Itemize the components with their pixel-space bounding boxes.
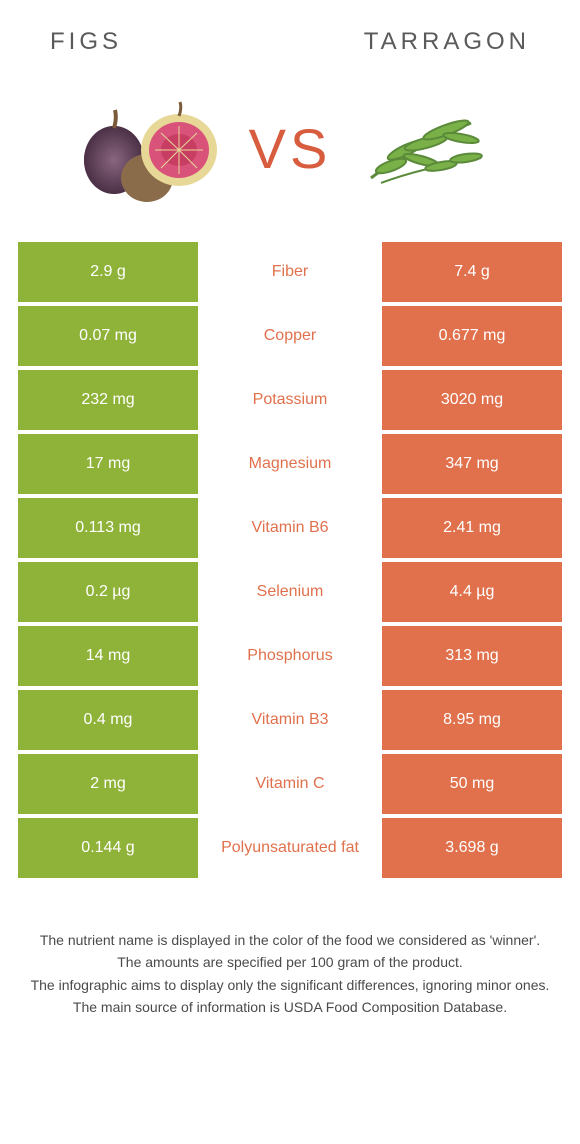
- footer-line: The nutrient name is displayed in the co…: [30, 930, 550, 950]
- nutrient-label: Potassium: [198, 370, 382, 430]
- table-row: 0.2 µgSelenium4.4 µg: [18, 562, 562, 622]
- value-right: 8.95 mg: [382, 690, 562, 750]
- table-row: 2 mgVitamin C50 mg: [18, 754, 562, 814]
- title-left: FIGS: [50, 28, 122, 56]
- value-right: 313 mg: [382, 626, 562, 686]
- value-right: 2.41 mg: [382, 498, 562, 558]
- value-right: 3.698 g: [382, 818, 562, 878]
- table-row: 0.113 mgVitamin B62.41 mg: [18, 498, 562, 558]
- vs-label: VS: [249, 116, 332, 181]
- footer-line: The main source of information is USDA F…: [30, 997, 550, 1017]
- table-row: 232 mgPotassium3020 mg: [18, 370, 562, 430]
- table-row: 17 mgMagnesium347 mg: [18, 434, 562, 494]
- header: FIGS TARRAGON: [0, 0, 580, 68]
- nutrient-label: Selenium: [198, 562, 382, 622]
- value-right: 3020 mg: [382, 370, 562, 430]
- value-left: 14 mg: [18, 626, 198, 686]
- title-right: TARRAGON: [364, 28, 530, 56]
- footer-line: The amounts are specified per 100 gram o…: [30, 952, 550, 972]
- nutrient-label: Polyunsaturated fat: [198, 818, 382, 878]
- value-right: 7.4 g: [382, 242, 562, 302]
- footer-notes: The nutrient name is displayed in the co…: [0, 882, 580, 1017]
- nutrient-label: Copper: [198, 306, 382, 366]
- hero-row: VS: [0, 68, 580, 242]
- nutrient-label: Vitamin B3: [198, 690, 382, 750]
- nutrient-label: Magnesium: [198, 434, 382, 494]
- value-left: 232 mg: [18, 370, 198, 430]
- value-right: 0.677 mg: [382, 306, 562, 366]
- comparison-table: 2.9 gFiber7.4 g0.07 mgCopper0.677 mg232 …: [0, 242, 580, 878]
- value-right: 347 mg: [382, 434, 562, 494]
- value-left: 2 mg: [18, 754, 198, 814]
- table-row: 0.07 mgCopper0.677 mg: [18, 306, 562, 366]
- value-right: 50 mg: [382, 754, 562, 814]
- table-row: 2.9 gFiber7.4 g: [18, 242, 562, 302]
- value-left: 0.2 µg: [18, 562, 198, 622]
- value-left: 2.9 g: [18, 242, 198, 302]
- nutrient-label: Vitamin C: [198, 754, 382, 814]
- value-left: 0.4 mg: [18, 690, 198, 750]
- value-left: 0.144 g: [18, 818, 198, 878]
- figs-image: [69, 88, 229, 208]
- nutrient-label: Phosphorus: [198, 626, 382, 686]
- nutrient-label: Fiber: [198, 242, 382, 302]
- nutrient-label: Vitamin B6: [198, 498, 382, 558]
- table-row: 0.144 gPolyunsaturated fat3.698 g: [18, 818, 562, 878]
- tarragon-image: [351, 88, 511, 208]
- table-row: 14 mgPhosphorus313 mg: [18, 626, 562, 686]
- value-right: 4.4 µg: [382, 562, 562, 622]
- table-row: 0.4 mgVitamin B38.95 mg: [18, 690, 562, 750]
- value-left: 0.113 mg: [18, 498, 198, 558]
- footer-line: The infographic aims to display only the…: [30, 975, 550, 995]
- value-left: 0.07 mg: [18, 306, 198, 366]
- value-left: 17 mg: [18, 434, 198, 494]
